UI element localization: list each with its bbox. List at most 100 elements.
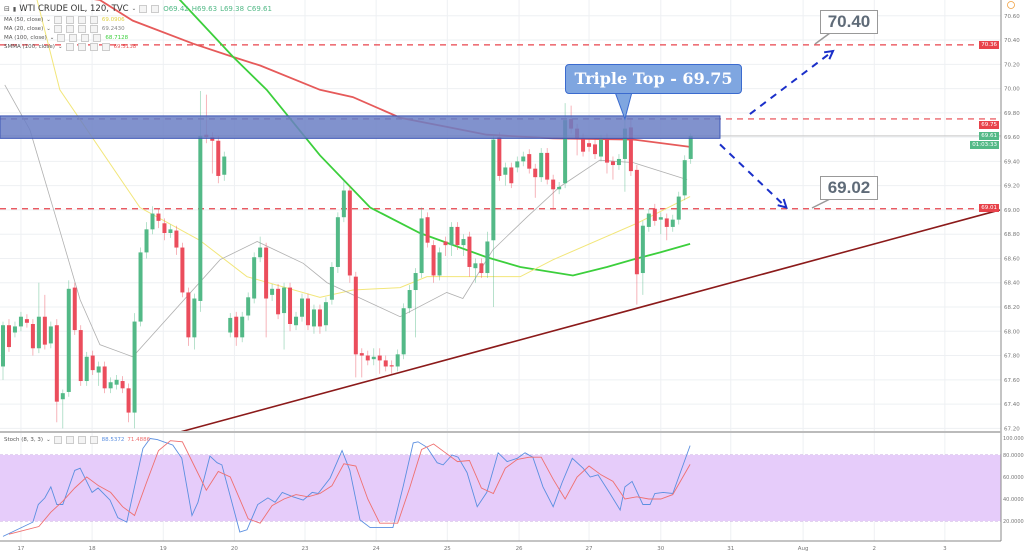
candle-down — [42, 316, 47, 345]
price-tick-label: 68.00 — [1004, 329, 1020, 335]
more-icon[interactable] — [93, 34, 102, 42]
eye-icon[interactable] — [53, 25, 62, 33]
candle-up — [36, 316, 41, 349]
stoch-k-value: 88.5372 — [101, 437, 125, 443]
candle-down — [628, 127, 633, 172]
price-tick-label: 68.20 — [1004, 305, 1020, 311]
candle-up — [114, 379, 119, 385]
candle-down — [377, 355, 382, 361]
bar-countdown: 01:03:33 — [970, 141, 999, 149]
stoch-legend[interactable]: Stoch (8, 3, 3) ⌄ 88.5372 71.4886 — [4, 436, 150, 444]
eye-icon[interactable] — [53, 16, 62, 24]
settings-icon[interactable] — [65, 436, 74, 444]
symbol-title: WTI CRUDE OIL, 120, TVC — [19, 4, 129, 14]
indicator-label: MA (50, close) — [4, 17, 44, 23]
candle-down — [6, 325, 11, 348]
stoch-tick-label: 80.0000 — [1003, 453, 1024, 459]
candle-up — [150, 213, 155, 230]
stoch-tick-label: 100.0000 — [1003, 436, 1024, 442]
target-down-callout[interactable]: 69.02 — [820, 176, 878, 200]
candle-down — [347, 190, 352, 276]
target-up-callout[interactable]: 70.40 — [820, 10, 878, 34]
candle-down — [610, 161, 615, 166]
candle-up — [198, 135, 203, 301]
eye-icon[interactable] — [57, 34, 66, 42]
candle-down — [264, 247, 269, 299]
projection-down[interactable] — [719, 143, 788, 209]
resistance-zone[interactable] — [0, 115, 721, 139]
eye-icon[interactable] — [53, 436, 62, 444]
triple-top-callout[interactable]: Triple Top - 69.75 — [565, 64, 742, 94]
candle-up — [491, 139, 496, 241]
candle-up — [252, 257, 257, 299]
indicator-ma20[interactable]: MA (20, close) ⌄ 69.2430 — [4, 25, 125, 33]
settings-icon[interactable] — [65, 16, 74, 24]
ascending-trendline[interactable] — [179, 209, 1001, 433]
candle-up — [521, 156, 526, 162]
chevron-down-icon[interactable]: ⌄ — [46, 17, 51, 23]
indicator-ma50[interactable]: MA (50, close) ⌄ 69.0906 — [4, 16, 125, 24]
more-icon[interactable] — [89, 436, 98, 444]
time-tick-label: Aug — [798, 546, 809, 552]
time-tick-label: 27 — [586, 546, 593, 552]
close-icon[interactable] — [77, 436, 86, 444]
collapse-icon[interactable]: ⊟ — [4, 5, 10, 13]
candle-up — [413, 273, 418, 291]
chevron-down-icon[interactable]: ⌄ — [57, 44, 63, 50]
projection-up[interactable] — [749, 50, 834, 115]
candle-up — [437, 252, 442, 276]
chevron-down-icon[interactable]: ⌄ — [131, 6, 137, 12]
eye-icon[interactable] — [65, 43, 74, 51]
eye-icon[interactable]: ▮ — [12, 5, 17, 13]
candle-down — [353, 276, 358, 355]
indicator-value: 69.5138 — [113, 44, 137, 50]
close-icon[interactable] — [81, 34, 90, 42]
indicator-ma100[interactable]: MA (100, close) ⌄ 68.7128 — [4, 34, 128, 42]
projection-arrows[interactable] — [719, 49, 835, 209]
candle-up — [132, 321, 137, 413]
candle-down — [126, 388, 131, 413]
candle-up — [503, 167, 508, 175]
close-icon[interactable] — [151, 5, 160, 13]
candles — [1, 91, 693, 429]
candle-down — [479, 263, 484, 274]
chevron-down-icon[interactable]: ⌄ — [49, 35, 55, 41]
candle-up — [473, 263, 478, 269]
time-tick-label: 31 — [727, 546, 734, 552]
arrowhead-icon — [823, 49, 835, 60]
trendline[interactable] — [179, 209, 1001, 433]
more-icon[interactable] — [89, 25, 98, 33]
last-price-tag: 69.61 — [979, 132, 999, 140]
candle-down — [533, 168, 538, 178]
candle-up — [300, 298, 304, 317]
candle-down — [78, 330, 83, 382]
settings-icon[interactable] — [139, 5, 148, 13]
price-tick-label: 67.60 — [1004, 378, 1020, 384]
settings-icon[interactable] — [69, 34, 78, 42]
stoch-label: Stoch (8, 3, 3) — [4, 437, 44, 443]
symbol-legend[interactable]: ⊟ ▮ WTI CRUDE OIL, 120, TVC ⌄ O69.42 H69… — [4, 4, 272, 14]
time-tick-label: 18 — [89, 546, 96, 552]
price-tick-label: 70.60 — [1004, 14, 1020, 20]
more-icon[interactable] — [89, 16, 98, 24]
time-tick-label: 25 — [444, 546, 451, 552]
more-icon[interactable] — [101, 43, 110, 51]
settings-icon[interactable] — [65, 25, 74, 33]
clock-icon[interactable] — [1007, 1, 1015, 9]
indicator-smma100[interactable]: SMMA (100, close) ⌄ 69.5138 — [4, 43, 136, 51]
candle-down — [551, 179, 556, 190]
candle-up — [108, 382, 113, 389]
price-tag-70-36: 70.36 — [979, 41, 999, 49]
settings-icon[interactable] — [77, 43, 86, 51]
chevron-down-icon[interactable]: ⌄ — [46, 26, 51, 32]
chevron-down-icon[interactable]: ⌄ — [46, 437, 51, 443]
close-icon[interactable] — [77, 16, 86, 24]
candle-down — [497, 137, 502, 176]
stoch-line-d — [8, 440, 691, 535]
close-icon[interactable] — [89, 43, 98, 51]
close-icon[interactable] — [77, 25, 86, 33]
triple-top-pointer — [614, 91, 633, 121]
candle-up — [688, 135, 693, 159]
